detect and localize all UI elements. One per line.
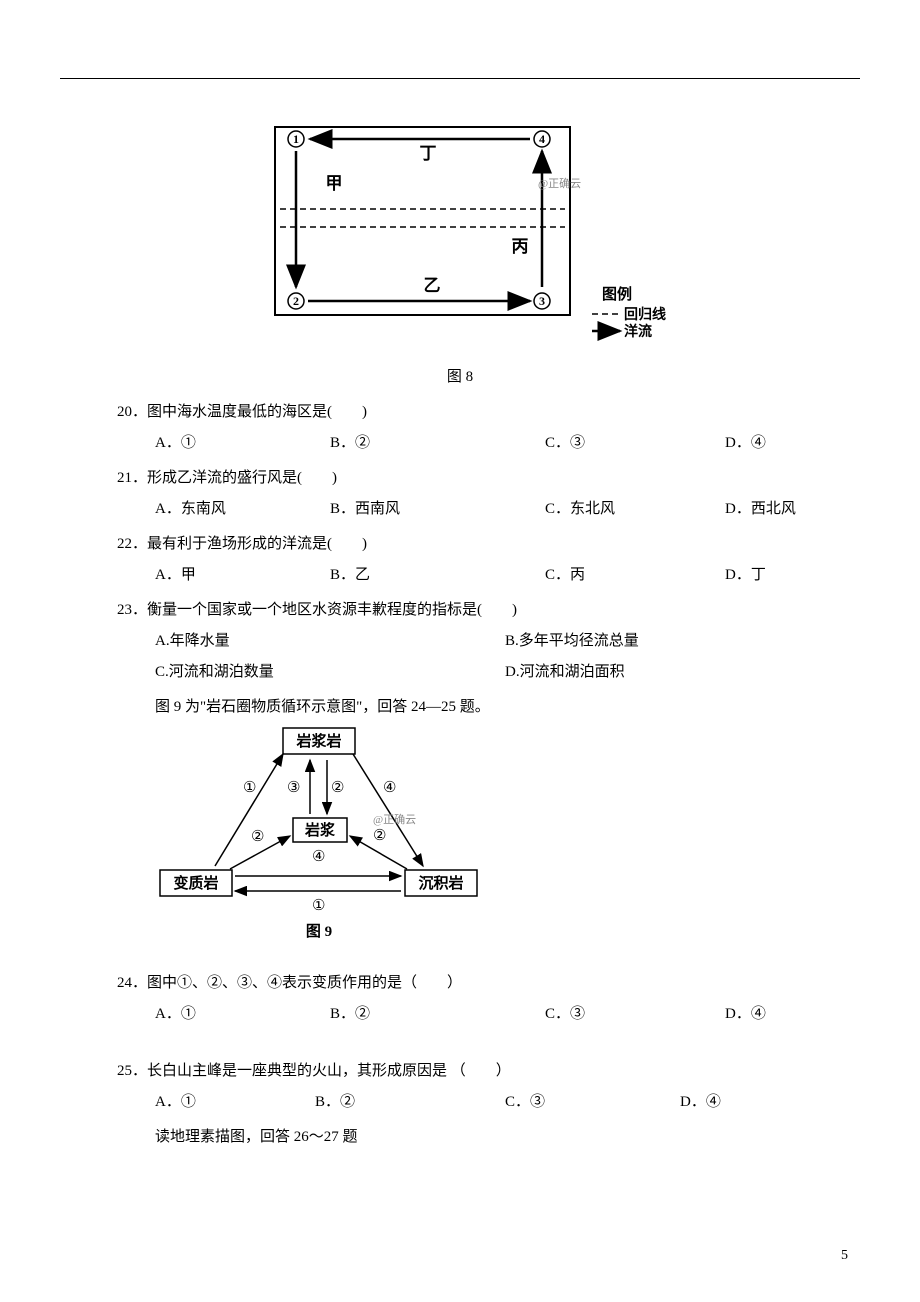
- q20-opt-a: A．①: [155, 431, 330, 452]
- question-20: 20．图中海水温度最低的海区是( ): [60, 400, 860, 421]
- q23-opt-c: C.河流和湖泊数量: [155, 660, 505, 681]
- question-25: 25．长白山主峰是一座典型的火山，其形成原因是 （ ）: [60, 1059, 860, 1080]
- q21-text: 形成乙洋流的盛行风是( ): [147, 470, 337, 486]
- svg-text:④: ④: [383, 780, 396, 796]
- svg-text:4: 4: [539, 132, 545, 146]
- svg-text:回归线: 回归线: [624, 306, 666, 323]
- figure-8-caption: 图 8: [60, 365, 860, 386]
- svg-text:①: ①: [243, 780, 256, 796]
- question-22: 22．最有利于渔场形成的洋流是( ): [60, 532, 860, 553]
- svg-text:岩浆岩: 岩浆岩: [295, 732, 341, 750]
- q21-options: A．东南风 B．西南风 C．东北风 D．西北风: [60, 497, 860, 518]
- q22-opt-b: B．乙: [330, 563, 545, 584]
- svg-text:2: 2: [293, 294, 299, 308]
- svg-text:沉积岩: 沉积岩: [418, 874, 463, 892]
- svg-text:②: ②: [373, 828, 386, 844]
- q20-text: 图中海水温度最低的海区是( ): [147, 404, 367, 420]
- svg-text:1: 1: [293, 132, 299, 146]
- q24-opt-c: C．③: [545, 1002, 725, 1023]
- svg-text:@正确云: @正确云: [538, 177, 581, 190]
- q24-opt-d: D．④: [725, 1002, 855, 1023]
- svg-text:图 9: 图 9: [306, 923, 332, 940]
- q25-opt-c: C．③: [505, 1090, 680, 1111]
- svg-text:甲: 甲: [326, 174, 343, 193]
- q22-num: 22．: [117, 536, 147, 552]
- q24-options: A．① B．② C．③ D．④: [60, 1002, 860, 1023]
- q20-opt-d: D．④: [725, 431, 855, 452]
- q20-options: A．① B．② C．③ D．④: [60, 431, 860, 452]
- q20-opt-b: B．②: [330, 431, 545, 452]
- svg-text:乙: 乙: [424, 276, 441, 295]
- q22-options: A．甲 B．乙 C．丙 D．丁: [60, 563, 860, 584]
- q22-text: 最有利于渔场形成的洋流是( ): [147, 536, 367, 552]
- svg-text:丙: 丙: [512, 237, 529, 256]
- svg-text:③: ③: [287, 780, 300, 796]
- q23-text: 衡量一个国家或一个地区水资源丰歉程度的指标是( ): [147, 602, 517, 618]
- q20-num: 20．: [117, 404, 147, 420]
- svg-text:④: ④: [312, 849, 325, 865]
- q23-opt-d: D.河流和湖泊面积: [505, 660, 805, 681]
- question-23: 23．衡量一个国家或一个地区水资源丰歉程度的指标是( ): [60, 598, 860, 619]
- svg-text:洋流: 洋流: [624, 323, 652, 340]
- svg-text:②: ②: [251, 829, 264, 845]
- q21-opt-b: B．西南风: [330, 497, 545, 518]
- q20-opt-c: C．③: [545, 431, 725, 452]
- figure-8: 1 4 2 3 丁 甲 丙 乙 @正确云 图例 回归线 洋流: [60, 109, 860, 359]
- q25-opt-d: D．④: [680, 1090, 810, 1111]
- svg-text:3: 3: [539, 294, 545, 308]
- context-end: 读地理素描图，回答 26～27 题: [60, 1125, 860, 1146]
- q23-options: A.年降水量 B.多年平均径流总量 C.河流和湖泊数量 D.河流和湖泊面积: [60, 629, 860, 681]
- header-rule: [60, 78, 860, 79]
- q23-num: 23．: [117, 602, 147, 618]
- page-number: 5: [841, 1248, 848, 1264]
- q24-num: 24．: [117, 975, 147, 991]
- svg-text:变质岩: 变质岩: [173, 874, 218, 892]
- q23-opt-b: B.多年平均径流总量: [505, 629, 805, 650]
- q21-opt-c: C．东北风: [545, 497, 725, 518]
- q25-text: 长白山主峰是一座典型的火山，其形成原因是 （ ）: [147, 1063, 511, 1079]
- svg-text:图例: 图例: [602, 285, 632, 303]
- question-21: 21．形成乙洋流的盛行风是( ): [60, 466, 860, 487]
- q25-options: A．① B．② C．③ D．④: [60, 1090, 860, 1111]
- q24-opt-b: B．②: [330, 1002, 545, 1023]
- q25-opt-b: B．②: [315, 1090, 505, 1111]
- figure-8-svg: 1 4 2 3 丁 甲 丙 乙 @正确云 图例 回归线 洋流: [240, 109, 680, 359]
- svg-text:②: ②: [331, 780, 344, 796]
- svg-text:①: ①: [312, 898, 325, 914]
- q25-num: 25．: [117, 1063, 147, 1079]
- figure-9: 岩浆岩 岩浆 变质岩 沉积岩 ① ③ ② ④ ② ② ④ ① @正确云 图 9: [60, 724, 860, 949]
- q22-opt-c: C．丙: [545, 563, 725, 584]
- svg-text:岩浆: 岩浆: [304, 821, 336, 839]
- svg-text:丁: 丁: [420, 144, 437, 163]
- q21-opt-d: D．西北风: [725, 497, 855, 518]
- q22-opt-d: D．丁: [725, 563, 855, 584]
- question-24: 24．图中①、②、③、④表示变质作用的是（ ）: [60, 971, 860, 992]
- q24-text: 图中①、②、③、④表示变质作用的是（ ）: [147, 975, 462, 991]
- q25-opt-a: A．①: [155, 1090, 315, 1111]
- q21-opt-a: A．东南风: [155, 497, 330, 518]
- context-fig9: 图 9 为"岩石圈物质循环示意图"，回答 24—25 题。: [60, 695, 860, 716]
- q23-opt-a: A.年降水量: [155, 629, 505, 650]
- q22-opt-a: A．甲: [155, 563, 330, 584]
- q21-num: 21．: [117, 470, 147, 486]
- figure-9-svg: 岩浆岩 岩浆 变质岩 沉积岩 ① ③ ② ④ ② ② ④ ① @正确云 图 9: [155, 724, 485, 944]
- svg-text:@正确云: @正确云: [373, 813, 416, 826]
- q24-opt-a: A．①: [155, 1002, 330, 1023]
